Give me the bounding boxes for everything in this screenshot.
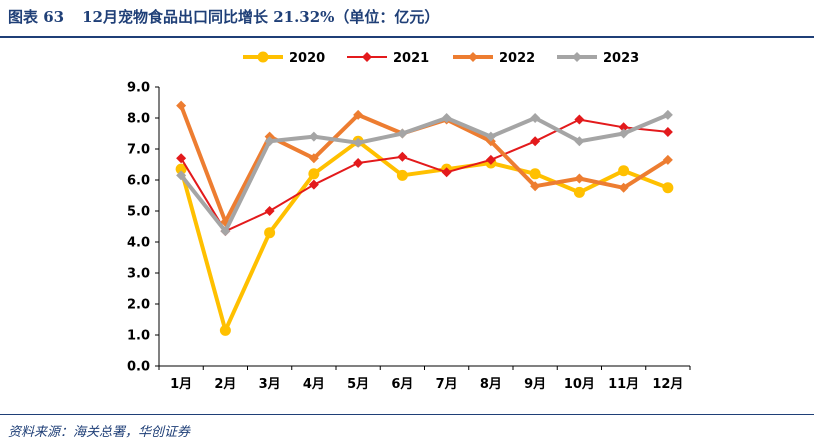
x-tick-label: 9月 [524, 377, 546, 392]
x-tick-label: 2月 [214, 377, 236, 392]
data-point-2023 [574, 136, 585, 147]
y-tick-label: 4.0 [127, 236, 150, 251]
data-point-2021 [264, 206, 275, 216]
figure-number: 图表 63 [8, 8, 65, 26]
x-tick-label: 8月 [480, 377, 502, 392]
series-2023 [176, 109, 673, 237]
data-point-2020 [529, 168, 541, 180]
series-line-2023 [179, 113, 669, 234]
y-tick-label: 6.0 [127, 174, 150, 189]
series-line-2020 [179, 139, 669, 333]
data-point-2021 [441, 167, 452, 178]
data-point-2021 [353, 157, 364, 168]
data-point-2023 [530, 113, 541, 123]
data-point-2023 [662, 109, 673, 120]
series-2020 [175, 135, 674, 336]
data-point-2020 [264, 227, 276, 239]
y-tick-label: 1.0 [127, 329, 150, 344]
x-tick-label: 11月 [608, 377, 639, 392]
figure-title: 图表 63 12月宠物食品出口同比增长 21.32%（单位：亿元） [8, 6, 457, 27]
data-point-2021 [530, 136, 541, 147]
legend-marker [257, 51, 269, 63]
data-point-2022 [662, 154, 673, 165]
x-tick-label: 1月 [170, 377, 192, 392]
legend-label: 2021 [393, 51, 429, 66]
series-line-2021 [180, 118, 669, 233]
legend-label: 2023 [603, 51, 639, 66]
x-tick-label: 10月 [564, 377, 595, 392]
data-point-2021 [574, 114, 585, 125]
y-tick-label: 0.0 [127, 360, 150, 375]
y-tick-label: 3.0 [127, 267, 150, 282]
data-point-2023 [308, 131, 319, 142]
y-tick-label: 7.0 [127, 143, 150, 158]
legend-marker [468, 52, 478, 62]
data-point-2020 [308, 168, 320, 180]
source-divider [0, 414, 814, 415]
x-tick-label: 7月 [436, 377, 458, 392]
data-point-2020 [219, 324, 231, 336]
legend-item-2022: 2022 [453, 51, 535, 66]
line-chart: 2020 2021 2022 2023 0.0 1.0 2.0 3.0 4.0 5.0 6.0 7.… [127, 51, 691, 392]
y-tick-label: 9.0 [127, 81, 150, 96]
data-point-2022 [530, 181, 541, 192]
data-point-2023 [220, 226, 231, 237]
data-point-2021 [176, 153, 187, 164]
data-point-2023 [397, 128, 408, 139]
data-point-2023 [353, 137, 364, 148]
data-point-2021 [662, 126, 673, 137]
data-point-2022 [618, 182, 629, 193]
data-point-2020 [573, 186, 585, 198]
y-tick-label: 5.0 [127, 205, 150, 220]
chart-series [175, 100, 674, 336]
data-point-2021 [397, 151, 408, 162]
legend-item-2021: 2021 [347, 51, 429, 66]
legend-item-2023: 2023 [557, 51, 639, 66]
data-point-2023 [176, 170, 187, 181]
data-point-2022 [176, 100, 187, 111]
data-point-2022 [308, 153, 319, 164]
source-note: 资料来源：海关总署，华创证券 [8, 425, 191, 440]
data-point-2023 [441, 113, 452, 123]
legend-marker [572, 52, 582, 62]
x-tick-label: 4月 [303, 377, 325, 392]
y-tick-label: 8.0 [127, 112, 150, 127]
chart-legend: 2020 2021 2022 2023 [243, 51, 639, 66]
data-point-2022 [574, 173, 585, 184]
x-tick-label: 6月 [391, 377, 413, 392]
data-point-2021 [618, 122, 629, 133]
data-point-2021 [485, 154, 496, 165]
data-point-2021 [308, 179, 319, 190]
data-point-2020 [396, 169, 408, 181]
figure-title-text: 12月宠物食品出口同比增长 21.32%（单位：亿元） [82, 8, 440, 26]
data-point-2020 [618, 165, 630, 177]
data-point-2023 [485, 131, 496, 142]
data-point-2020 [662, 182, 674, 194]
data-point-2023 [264, 136, 275, 147]
y-tick-label: 2.0 [127, 298, 150, 313]
data-point-2022 [353, 109, 364, 120]
x-tick-label: 5月 [347, 377, 369, 392]
data-point-2020 [175, 163, 187, 175]
data-point-2023 [618, 128, 629, 139]
legend-marker [362, 52, 372, 62]
legend-label: 2022 [499, 51, 535, 66]
chart-axes: 0.0 1.0 2.0 3.0 4.0 5.0 6.0 7.0 8.0 9.0 1月 2月 3月 4月 5月… [127, 81, 691, 392]
legend-label: 2020 [289, 51, 325, 66]
x-tick-label: 12月 [652, 377, 683, 392]
title-divider [0, 36, 814, 38]
x-tick-label: 3月 [259, 377, 281, 392]
legend-item-2020: 2020 [243, 51, 325, 66]
